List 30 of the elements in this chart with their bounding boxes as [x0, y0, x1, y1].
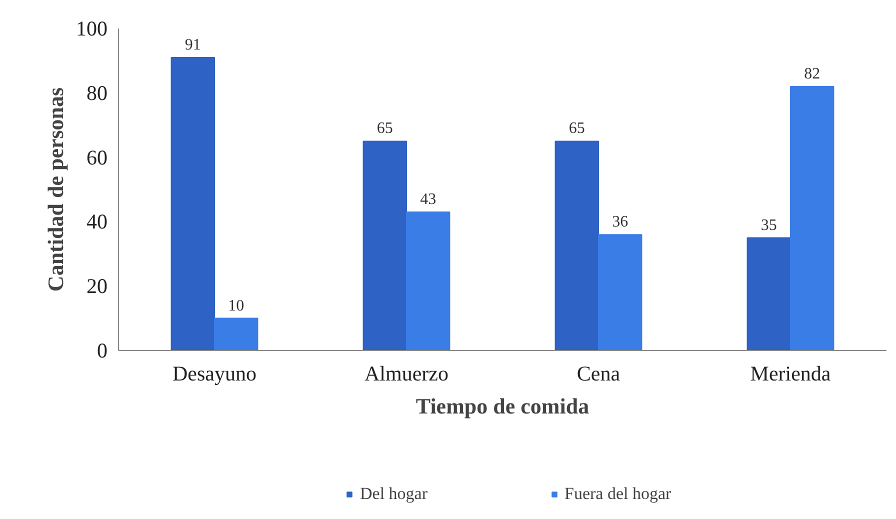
legend-label: Fuera del hogar	[564, 484, 672, 504]
x-tick-label: Cena	[576, 362, 621, 386]
bar	[214, 318, 258, 350]
y-axis-title: Cantidad de personas	[43, 86, 68, 292]
x-tick-label: Desayuno	[172, 362, 256, 386]
y-tick-label: 0	[97, 338, 108, 362]
y-tick-label: 40	[86, 210, 108, 234]
data-label: 65	[376, 120, 393, 138]
bar	[362, 140, 407, 350]
data-label: 82	[804, 65, 820, 82]
bar	[790, 86, 834, 350]
bar	[406, 212, 450, 350]
y-tick-label: 20	[86, 274, 108, 298]
data-label: 91	[184, 36, 201, 54]
bar	[554, 140, 599, 350]
y-tick-label: 100	[76, 16, 108, 40]
data-label: 10	[228, 297, 244, 314]
x-tick-label: Merienda	[750, 362, 832, 386]
data-label: 35	[760, 216, 777, 234]
x-tick-label: Almuerzo	[364, 362, 448, 386]
bar	[598, 234, 642, 350]
y-tick-label: 80	[86, 80, 108, 105]
data-label: 43	[420, 191, 436, 208]
data-label: 65	[568, 120, 585, 138]
legend-label: Del hogar	[360, 484, 428, 504]
bar	[746, 237, 791, 350]
bar	[170, 56, 215, 350]
x-axis-title: Tiempo de comida	[416, 394, 590, 418]
data-label: 36	[612, 214, 628, 231]
y-tick-label: 60	[86, 145, 108, 170]
